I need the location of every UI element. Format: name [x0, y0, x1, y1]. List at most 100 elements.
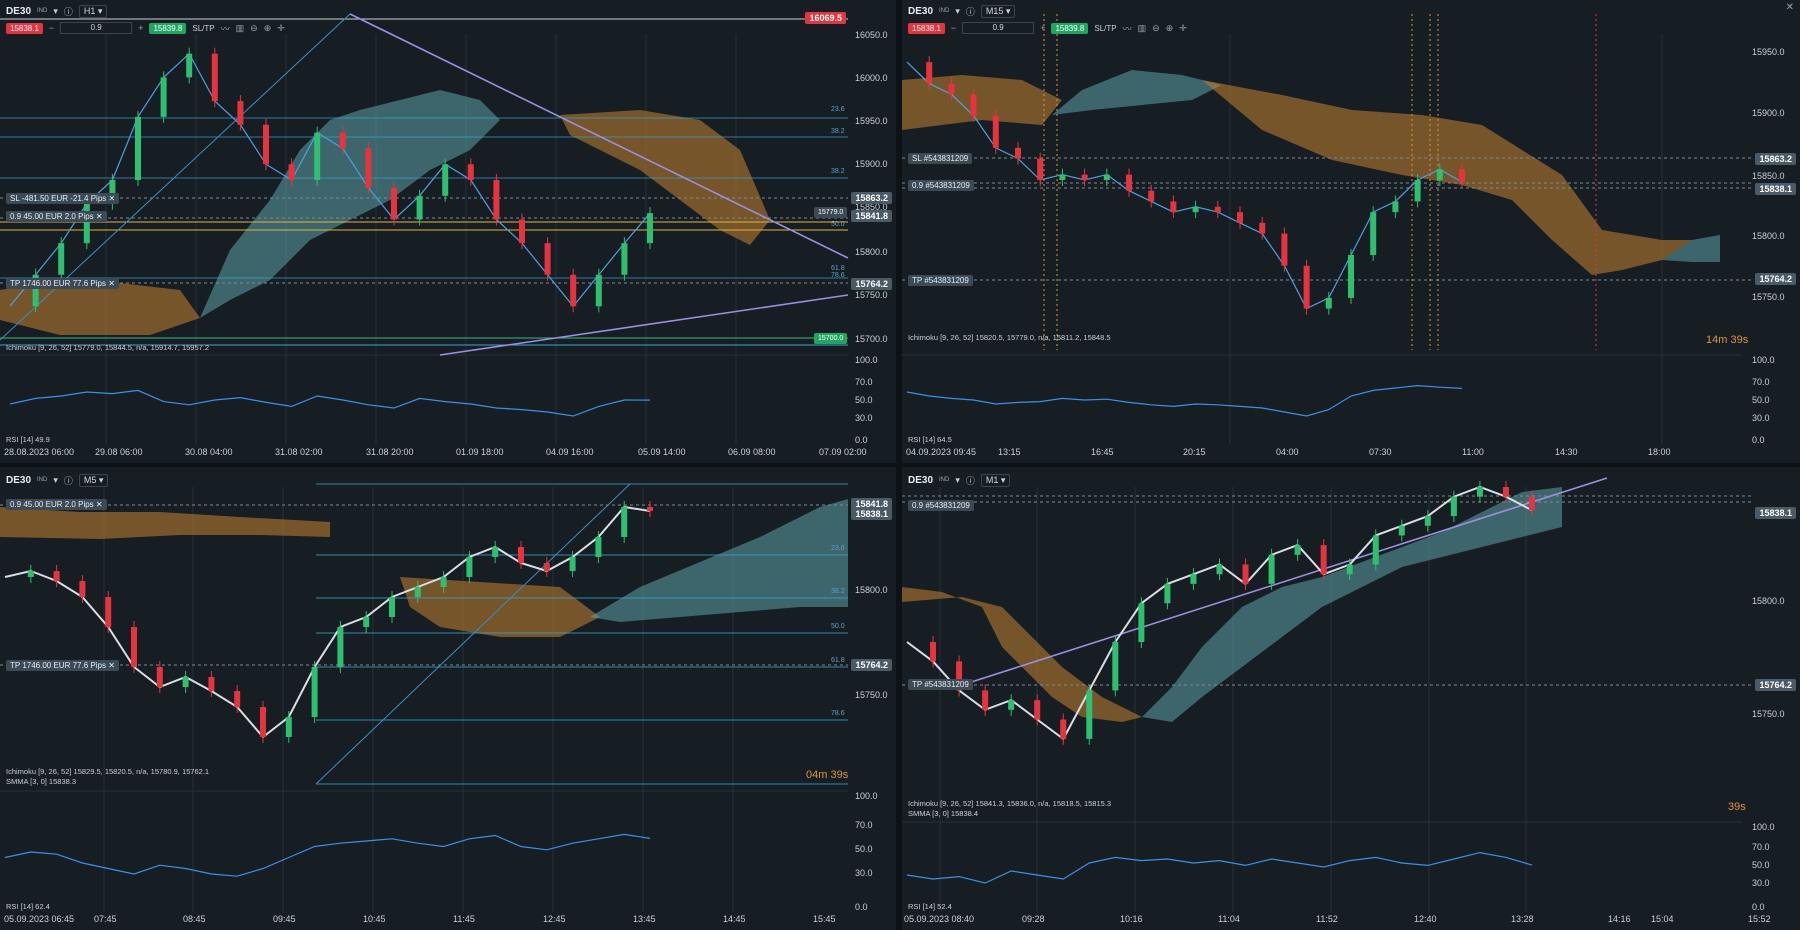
smma-legend[interactable]: SMMA [3, 0] 15838.3	[6, 777, 77, 786]
tp-pips: 77.6	[72, 279, 89, 288]
tp-order-tag[interactable]: TP 1746.00 EUR 77.6 Pips ✕	[6, 278, 119, 289]
rsi-scale-label: 100.0	[855, 791, 878, 801]
fib-level: 23.6	[831, 545, 845, 552]
qty-minus-button[interactable]: −	[950, 23, 957, 33]
buy-button[interactable]: 15839.8	[149, 22, 187, 34]
m1-chart-canvas[interactable]	[902, 467, 1800, 930]
candle-body	[53, 571, 60, 581]
tp-order-tag[interactable]: TP #543831209	[908, 275, 973, 286]
position-tag[interactable]: 0.9 45.00 EUR 2.0 Pips ✕	[6, 211, 107, 222]
rsi-legend[interactable]: RSI [14] 52.4	[908, 902, 952, 911]
info-icon[interactable]: ⓘ	[965, 475, 975, 486]
chart-panel-h1[interactable]: DE30 IND ▾ ⓘ H1 ▾ 15838.1 − 0.9 + 15839.…	[0, 0, 896, 463]
smma-legend[interactable]: SMMA [3, 0] 15838.4	[908, 809, 979, 818]
sell-button[interactable]: 15838.1	[908, 22, 945, 34]
symbol-dropdown-icon[interactable]: ▾	[53, 474, 58, 485]
position-currency: EUR	[45, 500, 63, 509]
symbol-label[interactable]: DE30	[908, 5, 934, 17]
ichimoku-legend[interactable]: Ichimoku [9, 26, 52] 15829.5, 15820.5, n…	[6, 767, 210, 776]
close-icon[interactable]: ✕	[108, 661, 115, 670]
candle-body	[595, 274, 602, 307]
candle-body	[647, 507, 653, 511]
chart-panel-m1[interactable]: DE30 IND ▾ ⓘ M1 ▾ 15800.0 15750.0 15838.…	[902, 467, 1800, 930]
close-icon[interactable]: ✕	[108, 279, 115, 288]
zoom-in-icon[interactable]: ⊕	[1165, 22, 1174, 33]
symbol-dropdown-icon[interactable]: ▾	[53, 5, 58, 16]
candle-body	[1346, 564, 1353, 575]
crosshair-icon[interactable]: ✛	[277, 22, 285, 33]
timeframe-select[interactable]: M15 ▾	[980, 4, 1016, 18]
timeframe-select[interactable]: H1 ▾	[78, 4, 108, 18]
tp-label: TP	[912, 276, 923, 285]
price-axis-label: 15700.0	[855, 334, 888, 344]
close-icon[interactable]: ✕	[95, 212, 103, 221]
sl-order-tag[interactable]: SL #543831209	[908, 153, 973, 164]
m5-chart-canvas[interactable]	[0, 467, 896, 930]
price-axis-label: 15800.0	[855, 585, 888, 595]
horizontal-divider[interactable]	[0, 463, 1800, 467]
close-icon[interactable]: ✕	[108, 194, 116, 203]
candle-body	[79, 581, 86, 597]
quantity-input[interactable]: 0.9	[60, 22, 133, 34]
symbol-dropdown-icon[interactable]: ▾	[955, 474, 960, 485]
symbol-dropdown-icon[interactable]: ▾	[955, 5, 960, 16]
sl-order-tag[interactable]: SL -481.50 EUR -21.4 Pips ✕	[6, 193, 120, 204]
position-tag[interactable]: 0.9 45.00 EUR 2.0 Pips ✕	[6, 499, 107, 510]
h1-chart-canvas[interactable]	[0, 0, 896, 463]
position-pips-unit: Pips	[78, 212, 94, 221]
indicator-icon[interactable]: ▥	[1137, 22, 1147, 33]
rsi-legend[interactable]: RSI [14] 49.9	[6, 435, 50, 444]
sell-button[interactable]: 15838.1	[6, 22, 43, 34]
zoom-in-icon[interactable]: ⊕	[263, 22, 272, 33]
symbol-label[interactable]: DE30	[908, 474, 934, 486]
line-tool-icon[interactable]: 〰	[220, 23, 230, 34]
symbol-label[interactable]: DE30	[6, 474, 32, 486]
position-tag[interactable]: 0.9 #543831209	[908, 500, 974, 511]
zoom-out-icon[interactable]: ⊖	[1152, 22, 1160, 33]
line-tool-icon[interactable]: 〰	[1122, 23, 1132, 34]
timeframe-select[interactable]: M1 ▾	[980, 473, 1011, 487]
quantity-input[interactable]: 0.9	[962, 22, 1035, 34]
chart-panel-m5[interactable]: DE30 IND ▾ ⓘ M5 ▾ 15800.0 15750.0 15841.…	[0, 467, 896, 930]
info-icon[interactable]: ⓘ	[63, 6, 73, 17]
sltp-button[interactable]: SL/TP	[1094, 23, 1117, 33]
sltp-button[interactable]: SL/TP	[192, 23, 215, 33]
close-icon[interactable]: ✕	[95, 500, 103, 509]
qty-plus-button[interactable]: +	[1040, 23, 1046, 33]
info-icon[interactable]: ⓘ	[63, 475, 73, 486]
time-label: 29.08 06:00	[95, 447, 143, 457]
tp-pips: 77.6	[72, 661, 89, 670]
candle-body	[83, 203, 90, 244]
timeframe-select[interactable]: M5 ▾	[78, 473, 109, 487]
zoom-out-icon[interactable]: ⊖	[250, 22, 258, 33]
rsi-legend[interactable]: RSI [14] 64.5	[908, 435, 952, 444]
window-close-icon[interactable]: ✕	[1785, 2, 1794, 13]
position-tag[interactable]: 0.9 #543831209	[908, 180, 974, 191]
chart-panel-m15[interactable]: DE30 IND ▾ ⓘ M15 ▾ 15838.1 − 0.9 + 15839…	[902, 0, 1800, 463]
qty-plus-button[interactable]: +	[138, 23, 144, 33]
time-label: 12:40	[1414, 914, 1437, 924]
info-icon[interactable]: ⓘ	[965, 6, 975, 17]
candle-body	[416, 195, 423, 220]
position-pips: 2.0	[64, 212, 76, 221]
ichimoku-legend[interactable]: Ichimoku [9, 26, 52] 15841.3, 15836.0, n…	[908, 799, 1112, 808]
m15-chart-canvas[interactable]	[902, 0, 1800, 463]
qty-minus-button[interactable]: −	[48, 23, 55, 33]
crosshair-icon[interactable]: ✛	[1179, 22, 1187, 33]
candle-body	[595, 537, 602, 557]
tp-order-tag[interactable]: TP #543831209	[908, 679, 973, 690]
indicator-icon[interactable]: ▥	[235, 22, 245, 33]
timeframe-label: M15	[985, 5, 1004, 16]
m1-kumo-bull	[1142, 487, 1562, 722]
sl-price-tag: 15863.2	[851, 192, 892, 204]
time-label: 05.09.2023 08:40	[904, 914, 975, 924]
rsi-scale-label: 100.0	[1752, 355, 1775, 365]
tp-order-tag[interactable]: TP 1746.00 EUR 77.6 Pips ✕	[6, 660, 119, 671]
ichimoku-legend[interactable]: Ichimoku [9, 26, 52] 15779.0, 15844.5, n…	[6, 343, 210, 352]
ichimoku-legend[interactable]: Ichimoku [9, 26, 52] 15820.5, 15779.0, n…	[908, 333, 1111, 342]
rsi-legend[interactable]: RSI [14] 62.4	[6, 902, 50, 911]
symbol-label[interactable]: DE30	[6, 5, 32, 17]
candle-body	[1325, 297, 1332, 309]
fib-level: 61.8	[831, 265, 845, 272]
buy-button[interactable]: 15839.8	[1051, 22, 1089, 34]
